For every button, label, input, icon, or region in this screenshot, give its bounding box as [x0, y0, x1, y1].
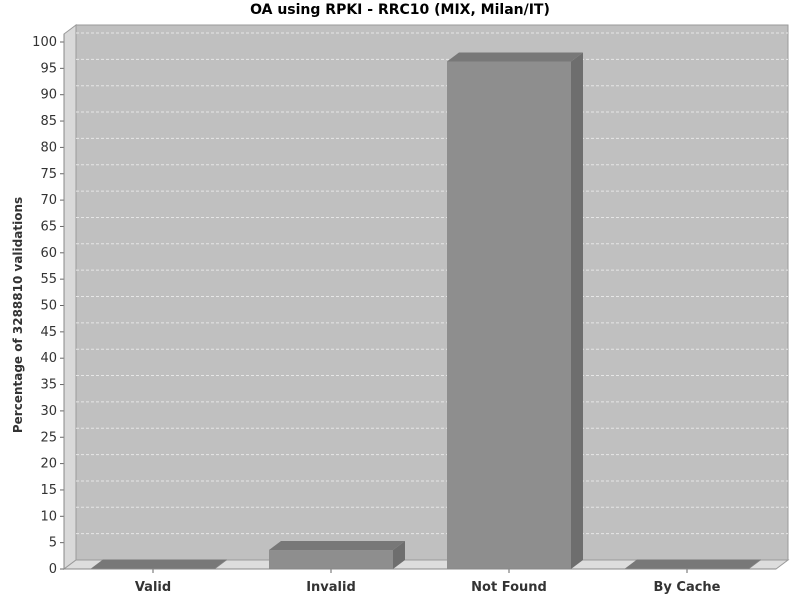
plot-area: [62, 24, 790, 570]
bar-invalid: [269, 541, 405, 569]
bar-side: [571, 52, 583, 569]
y-tick-label: 70: [40, 193, 57, 208]
y-tick-label: 35: [40, 378, 57, 393]
bar-top: [91, 559, 227, 569]
y-tick-label: 65: [40, 219, 57, 234]
plot-background: [75, 24, 789, 561]
y-tick-label: 45: [40, 325, 57, 340]
y-tick-label: 55: [40, 272, 57, 287]
x-axis-categories: Valid Invalid Not Found By Cache: [64, 568, 776, 595]
bar-valid: [91, 559, 227, 569]
bar-side: [393, 541, 405, 569]
y-tick-label: 90: [40, 88, 57, 103]
y-tick-label: 50: [40, 299, 57, 314]
bar-side: [749, 559, 761, 569]
y-tick-label: 100: [32, 35, 57, 50]
bar-top: [447, 52, 583, 62]
bar-side: [215, 559, 227, 569]
x-category-label: Invalid: [306, 580, 356, 595]
bar-by-cache: [625, 559, 761, 569]
bar-top: [625, 559, 761, 569]
y-axis-label: Percentage of 3288810 validations: [11, 197, 25, 433]
bar-not-found: [447, 52, 583, 570]
y-tick-label: 25: [40, 430, 57, 445]
chart-title: OA using RPKI - RRC10 (MIX, Milan/IT): [250, 2, 550, 18]
y-tick-label: 15: [40, 483, 57, 498]
y-tick-label: 20: [40, 457, 57, 472]
bar-front: [447, 61, 571, 570]
y-tick-label: 30: [40, 404, 57, 419]
y-tick-label: 5: [49, 536, 57, 551]
y-tick-label: 85: [40, 114, 57, 129]
x-category-label: Valid: [135, 580, 171, 595]
y-tick-label: 75: [40, 167, 57, 182]
y-tick-label: 95: [40, 61, 57, 76]
bar-front: [269, 550, 393, 569]
y-axis-ticks: 0 5 10 15 20 25 30 35 40 45 50 55 60 65 70 75 80 85 90 95 10…: [32, 34, 65, 577]
bars: [91, 52, 761, 570]
y-tick-label: 40: [40, 351, 57, 366]
y-tick-label: 0: [49, 562, 57, 577]
left-wall: [63, 24, 77, 570]
x-category-label: Not Found: [471, 580, 547, 595]
bar-top: [269, 541, 405, 551]
y-tick-label: 10: [40, 509, 57, 524]
y-tick-label: 60: [40, 246, 57, 261]
x-category-label: By Cache: [654, 580, 721, 595]
y-tick-label: 80: [40, 140, 57, 155]
